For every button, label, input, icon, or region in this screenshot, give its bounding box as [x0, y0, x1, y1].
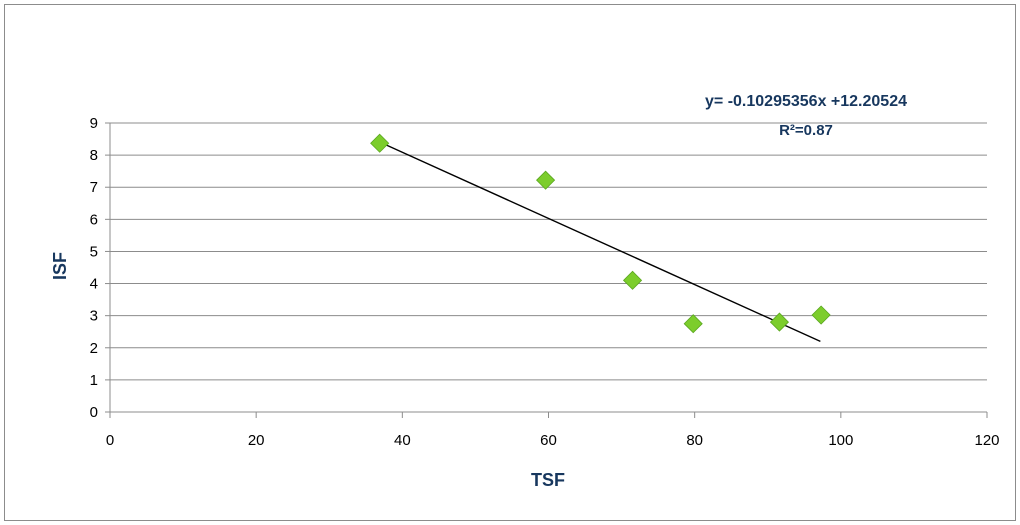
trendline-equation: y= -0.10295356x +12.20524 — [705, 93, 907, 110]
x-tick-label-20: 20 — [248, 432, 265, 449]
data-point-5 — [769, 312, 790, 332]
data-point-4 — [683, 314, 703, 334]
y-axis-title: ISF — [50, 252, 70, 280]
x-tick-label-100: 100 — [828, 432, 853, 449]
y-tick-label-3: 3 — [90, 308, 98, 325]
axes — [105, 122, 988, 418]
data-point-6 — [811, 305, 831, 325]
y-tick-label-4: 4 — [90, 276, 98, 293]
y-tick-label-5: 5 — [90, 243, 98, 260]
x-tick-label-60: 60 — [540, 432, 557, 449]
x-tick-label-80: 80 — [686, 432, 703, 449]
y-tick-label-7: 7 — [90, 179, 98, 196]
x-tick-label-40: 40 — [394, 432, 411, 449]
y-tick-label-1: 1 — [90, 372, 98, 389]
r-squared-label: R²=0.87 — [779, 122, 833, 139]
x-tick-label-120: 120 — [974, 432, 999, 449]
y-tick-label-9: 9 — [90, 115, 98, 132]
chart-frame — [4, 4, 1016, 521]
y-tick-label-6: 6 — [90, 211, 98, 228]
data-point-3 — [622, 270, 643, 290]
trendline-group — [380, 141, 821, 343]
data-points — [370, 133, 831, 334]
y-tick-label-2: 2 — [90, 340, 98, 357]
x-tick-labels: 0 20 40 60 80 100 120 — [106, 432, 1000, 449]
gridlines — [110, 122, 987, 381]
x-tick-label-0: 0 — [106, 432, 114, 449]
y-tick-label-8: 8 — [90, 147, 98, 164]
trendline — [380, 141, 821, 343]
y-tick-label-0: 0 — [90, 404, 98, 421]
data-point-1 — [370, 133, 390, 153]
data-point-2 — [536, 170, 556, 190]
y-tick-labels: 0 1 2 3 4 5 6 7 8 9 — [90, 115, 98, 421]
x-axis-title: TSF — [531, 470, 565, 490]
